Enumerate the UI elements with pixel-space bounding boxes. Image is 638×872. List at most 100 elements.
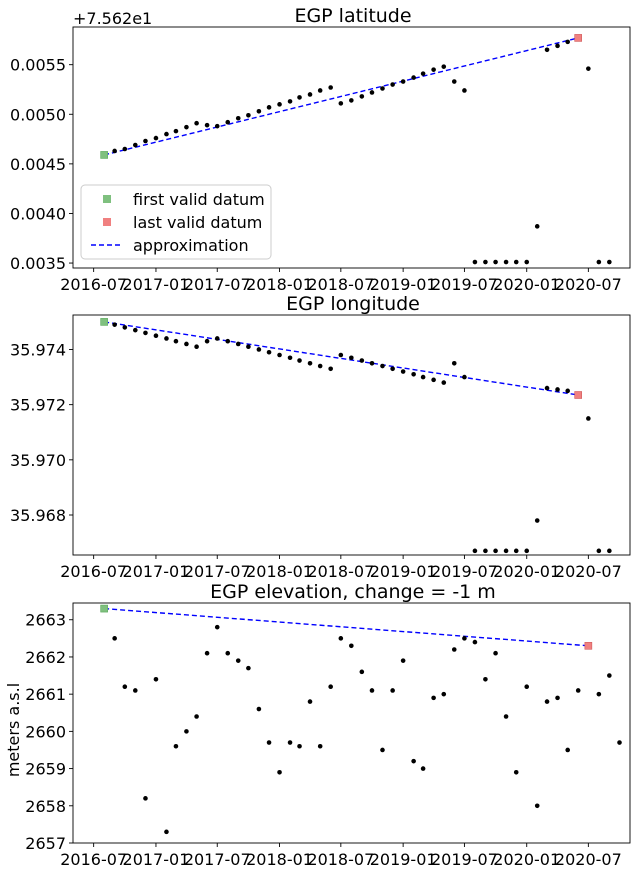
data-point (173, 338, 179, 344)
data-point (307, 360, 313, 366)
x-tick-label: 2019-01 (370, 275, 437, 294)
y-tick-label: 0.0045 (10, 155, 66, 174)
data-point (586, 66, 591, 71)
data-point (390, 366, 395, 372)
x-tick-label: 2018-01 (246, 850, 313, 869)
x-tick-label: 2016-07 (60, 562, 127, 581)
data-point (483, 259, 488, 265)
data-point (420, 374, 426, 380)
data-point (204, 650, 210, 656)
data-point (617, 740, 622, 745)
data-point (380, 86, 385, 91)
data-point (122, 146, 128, 152)
x-tick-label: 2020-01 (493, 275, 560, 294)
data-point (493, 548, 498, 554)
approximation-line (103, 37, 579, 156)
data-point (513, 259, 519, 265)
data-point (143, 138, 148, 144)
data-point (287, 355, 293, 361)
data-point (349, 643, 354, 649)
data-point (596, 691, 602, 697)
chart-title: EGP longitude (286, 293, 420, 315)
y-tick-label: 2658 (25, 797, 66, 816)
data-point (184, 124, 189, 130)
data-point (534, 224, 540, 229)
data-point (266, 349, 272, 355)
data-point (277, 770, 282, 775)
data-point (534, 518, 540, 523)
data-point (503, 714, 509, 719)
data-point (112, 148, 117, 154)
data-point (164, 131, 169, 137)
x-tick-label: 2016-07 (60, 275, 127, 294)
last-valid-datum-marker (574, 391, 582, 399)
data-point (431, 377, 436, 383)
data-point (287, 740, 293, 745)
data-point (472, 259, 478, 265)
data-point (390, 688, 395, 693)
x-tick-label: 2016-07 (60, 850, 127, 869)
data-point (524, 548, 530, 554)
data-point (472, 548, 478, 554)
data-point (153, 333, 159, 338)
data-point (513, 770, 519, 775)
y-tick-label: 2661 (25, 685, 66, 704)
data-point (214, 336, 220, 341)
data-point (246, 344, 251, 350)
data-point (400, 369, 406, 374)
x-tick-label: 2017-07 (184, 850, 251, 869)
y-tick-label: 0.0035 (10, 254, 66, 273)
data-point (338, 636, 344, 641)
longitude-chart: EGP longitude 35.968 35.970 35.972 35.974 20… (10, 293, 631, 581)
data-point (503, 548, 509, 554)
x-tick-label: 2020-07 (555, 275, 622, 294)
data-point (441, 691, 447, 697)
y-tick-label: 0.0050 (10, 105, 66, 124)
data-point (297, 358, 302, 363)
y-tick-label: 2657 (25, 834, 66, 853)
plot-area-frame (72, 314, 631, 556)
data-point (431, 695, 436, 701)
x-tick-label: 2020-01 (493, 850, 560, 869)
data-point (462, 88, 467, 93)
data-point (555, 695, 560, 701)
data-point (411, 758, 416, 764)
legend: first valid datum last valid datum approxi… (80, 184, 272, 260)
data-point (133, 142, 138, 148)
x-tick-label: 2018-07 (307, 850, 374, 869)
data-point (173, 743, 179, 749)
x-tick-label: 2018-07 (307, 562, 374, 581)
x-tick-label: 2020-07 (555, 850, 622, 869)
data-point (493, 650, 498, 656)
data-point (411, 75, 416, 80)
data-point (133, 327, 138, 333)
data-point (544, 47, 550, 53)
data-point (204, 338, 210, 344)
data-point (328, 366, 333, 372)
y-tick-label: 35.972 (10, 396, 66, 415)
x-tick-label: 2019-01 (370, 850, 437, 869)
data-point (143, 796, 148, 801)
data-point (349, 98, 354, 103)
data-point (462, 374, 467, 380)
data-point (317, 363, 323, 369)
data-point (122, 684, 128, 690)
data-point (596, 548, 602, 554)
data-point (153, 135, 159, 141)
x-tick-label: 2018-07 (307, 275, 374, 294)
data-point (256, 109, 262, 114)
data-point (246, 112, 251, 118)
data-point (235, 115, 241, 121)
data-point (338, 352, 344, 358)
data-point (328, 684, 333, 690)
data-point (164, 336, 169, 341)
data-point (565, 388, 570, 394)
data-point (256, 347, 262, 352)
first-valid-datum-marker (100, 604, 108, 613)
x-tick-label: 2017-07 (184, 562, 251, 581)
chart-title: EGP elevation, change = -1 m (210, 581, 496, 603)
data-point (256, 706, 262, 712)
data-point (544, 385, 550, 391)
data-point (524, 259, 530, 265)
